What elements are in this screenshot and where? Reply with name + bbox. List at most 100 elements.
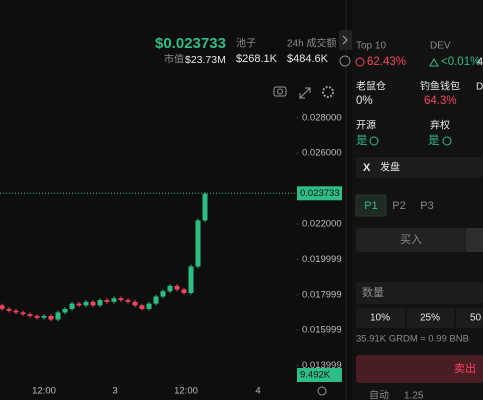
stat-value: 是	[356, 134, 368, 147]
candle-body	[34, 315, 40, 318]
shield-icon	[442, 136, 452, 146]
pool-label: 池子	[236, 37, 256, 50]
stat-value: 64.3%	[424, 95, 457, 107]
candle-body	[41, 315, 47, 318]
cut-text: D	[476, 82, 483, 93]
candle-body	[69, 303, 75, 309]
last-price: 0.023733	[300, 188, 340, 199]
amount-label: 数量	[362, 286, 384, 299]
candle-body	[104, 300, 110, 302]
slippage: 1.25	[404, 391, 424, 400]
candle-body	[55, 312, 61, 320]
stat-value: 0%	[356, 95, 373, 107]
candle-body	[181, 289, 187, 293]
candle-body	[160, 291, 166, 297]
gear-icon[interactable]	[322, 86, 334, 98]
candle-body	[146, 303, 152, 309]
icon	[429, 57, 439, 67]
pool: $268.1K	[236, 53, 278, 65]
candle-body	[20, 312, 26, 315]
sell-tab[interactable]	[466, 228, 483, 252]
candle-body	[62, 308, 68, 313]
percent-button[interactable]	[356, 308, 405, 328]
camera-lens	[277, 88, 283, 95]
tab-active[interactable]	[355, 194, 387, 217]
vol-label: 24h 成交额	[287, 37, 336, 50]
stat-value: <0.01%	[441, 56, 480, 68]
buy-button[interactable]	[356, 228, 466, 252]
stat-value: 62.43%	[367, 56, 406, 68]
candle-body	[125, 300, 131, 302]
candle-body	[97, 300, 103, 306]
candle-body	[202, 193, 208, 221]
estimate: 35.91K GRDM ≈ 0.99 BNB	[356, 334, 469, 345]
collapse-button[interactable]	[339, 30, 352, 50]
tab[interactable]: P1	[364, 200, 377, 212]
volume-label: 9.492K	[300, 370, 331, 381]
candle-body	[174, 285, 180, 290]
candle-body	[6, 308, 12, 311]
tab[interactable]: P2	[392, 200, 405, 212]
candle-body	[48, 315, 54, 320]
candle-body	[0, 305, 5, 309]
y-tick-label: 0.022000	[302, 218, 342, 229]
cut-text: 4	[477, 56, 483, 68]
candle-body	[195, 220, 201, 267]
candle-body	[90, 301, 96, 306]
price: $0.023733	[155, 35, 226, 52]
stat-label: 钓鱼钱包	[420, 80, 460, 93]
candle-body	[139, 305, 145, 309]
mcap: $23.73M	[185, 54, 226, 66]
candle-body	[27, 314, 33, 316]
stat-label: 开源	[356, 119, 376, 132]
y-tick-label: 0.013999	[302, 360, 342, 371]
percent: 50	[470, 313, 482, 324]
x-tick-label: 4	[255, 386, 260, 397]
tab[interactable]: P3	[420, 200, 433, 212]
search-icon: X	[363, 162, 371, 174]
candle-body	[132, 301, 138, 306]
candle-body	[118, 298, 124, 301]
y-tick-label: 0.017999	[302, 289, 342, 300]
search-box[interactable]	[356, 157, 483, 178]
amount-box[interactable]	[356, 282, 483, 304]
candle-body	[111, 298, 117, 302]
sell-text: 卖出	[454, 361, 476, 375]
candle-body	[76, 303, 82, 306]
last-price-box	[297, 186, 342, 201]
candle-body	[13, 310, 19, 313]
chevron	[342, 35, 348, 45]
percent: 25%	[420, 313, 440, 324]
expand-icon[interactable]	[299, 87, 311, 99]
percent-button[interactable]	[407, 308, 454, 328]
candle-body	[153, 296, 159, 304]
percent: 10%	[370, 313, 390, 324]
x-tick-label: 3	[112, 386, 117, 397]
clock-icon	[317, 386, 327, 396]
y-tick-label: 0.015999	[302, 325, 342, 336]
y-tick-label: 0.026000	[302, 148, 342, 159]
y-tick-label: 0.028000	[302, 112, 342, 123]
y-tick-label: 0.019999	[302, 254, 342, 265]
candle-body	[83, 301, 89, 306]
settings-icon[interactable]	[339, 55, 351, 67]
chart: 0.028000 0.026000 0.022000 0.019999 0.017999…	[0, 112, 342, 397]
stat-value: 是	[428, 134, 440, 147]
shield-icon	[369, 136, 379, 146]
buy-text: 买入	[400, 233, 422, 246]
stat-label: 老鼠仓	[356, 80, 386, 93]
x-tick-label: 12:00	[174, 386, 198, 397]
camera-icon[interactable]	[273, 86, 287, 97]
sell-button[interactable]	[356, 355, 483, 383]
search-text: 发盘	[380, 161, 400, 174]
stat-label: Top 10	[356, 41, 386, 52]
vol: $484.6K	[287, 53, 329, 65]
candle-body	[167, 285, 173, 292]
mcap-label: 市值	[164, 53, 184, 66]
auto: 自动	[369, 389, 389, 400]
icon	[355, 57, 365, 67]
stat-label: 弃权	[430, 119, 450, 132]
percent-button[interactable]	[456, 308, 483, 328]
volume-box	[297, 368, 342, 382]
